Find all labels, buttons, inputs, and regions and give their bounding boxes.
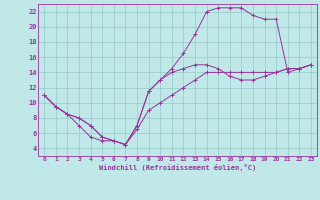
X-axis label: Windchill (Refroidissement éolien,°C): Windchill (Refroidissement éolien,°C) — [99, 164, 256, 171]
